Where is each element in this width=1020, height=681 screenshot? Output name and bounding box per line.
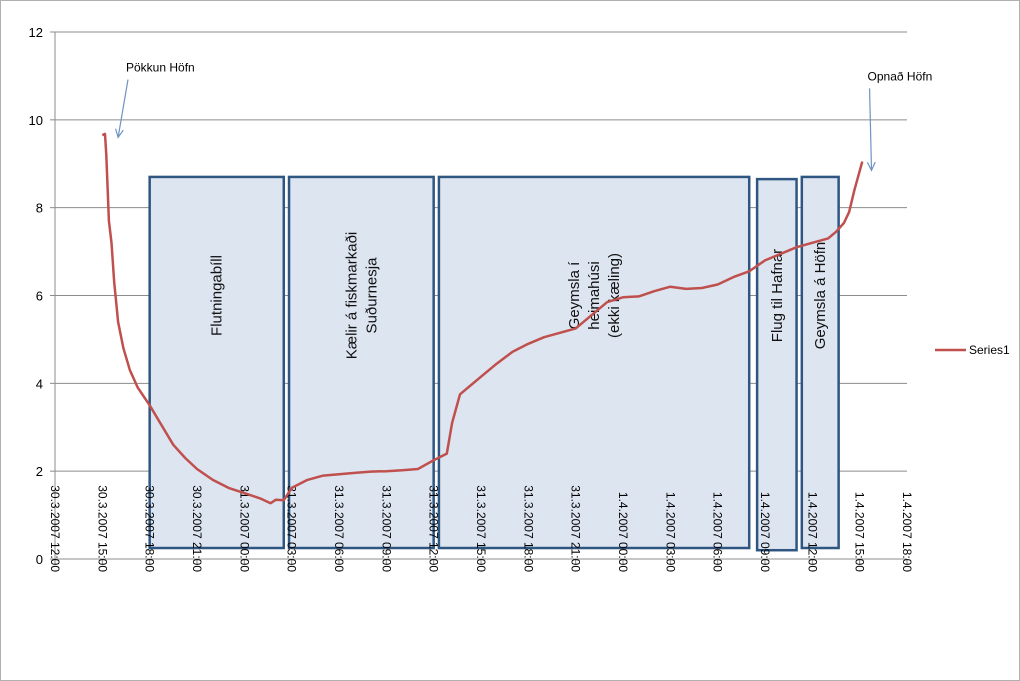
x-tick-label: 31.3.2007 09:00 [379, 485, 393, 572]
x-tick-label: 30.3.2007 18:00 [143, 485, 157, 572]
x-tick-label: 31.3.2007 21:00 [569, 485, 583, 572]
series-lines [101, 132, 864, 505]
series-line [101, 132, 864, 505]
x-tick-label: 30.3.2007 21:00 [190, 485, 204, 572]
x-tick-label: 31.3.2007 12:00 [427, 485, 441, 572]
annotation-text: Pökkun Höfn [126, 61, 195, 75]
region-label-group: Flutningabíll [209, 255, 226, 336]
region-label-group: Geymsla í heimahúsi (ekki kæling) [566, 253, 623, 338]
y-tick-label: 6 [36, 289, 43, 304]
x-tick-label: 31.3.2007 06:00 [332, 485, 346, 572]
region-box [755, 177, 798, 552]
region-label: heimahúsi [586, 261, 603, 329]
y-tick-label: 2 [36, 464, 43, 479]
region-label: Suðurnesja [363, 257, 380, 334]
region-label-group: Flug til Hafnar [769, 249, 786, 342]
x-tick-label: 1.4.2007 06:00 [711, 492, 725, 572]
x-tick-label: 1.4.2007 09:00 [758, 492, 772, 572]
region-label: Flutningabíll [209, 255, 226, 336]
x-tick-label: 30.3.2007 12:00 [48, 485, 62, 572]
y-tick-label: 10 [29, 113, 43, 128]
axes [50, 31, 908, 564]
annotation-arrowhead [866, 161, 876, 172]
region-label-group: Geymsla á Höfn [812, 242, 829, 350]
legend: Series1 [935, 343, 1010, 357]
region-label: Flug til Hafnar [769, 249, 786, 342]
y-tick-label: 12 [29, 25, 43, 40]
region-boxes: Flutningabíll Kælir á fiskmarkaði Suðurnes… [148, 175, 840, 552]
annotations: Pökkun Höfn Opnað Höfn [115, 61, 933, 172]
region-label: Kælir á fiskmarkaði [343, 232, 360, 360]
x-tick-label: 30.3.2007 15:00 [95, 485, 109, 572]
legend-label: Series1 [969, 343, 1010, 357]
x-tick-label: 1.4.2007 15:00 [853, 492, 867, 572]
x-tick-label: 1.4.2007 12:00 [805, 492, 819, 572]
region-label: Geymsla á Höfn [812, 242, 829, 350]
y-tick-label: 4 [36, 376, 43, 391]
annotation-arrow [117, 79, 129, 138]
x-tick-label: 1.4.2007 18:00 [900, 492, 914, 572]
region-label: (ekki kæling) [606, 253, 623, 338]
annotation-text: Opnað Höfn [868, 69, 933, 83]
y-axis-tick-labels: 0 2 4 6 8 10 12 [29, 25, 43, 567]
x-tick-label: 31.3.2007 15:00 [474, 485, 488, 572]
region-box [148, 175, 286, 550]
x-tick-label: 1.4.2007 03:00 [663, 492, 677, 572]
x-tick-label: 1.4.2007 00:00 [616, 492, 630, 572]
annotation-arrow [868, 88, 873, 171]
region-box [437, 175, 751, 550]
region-label-group: Kælir á fiskmarkaði Suðurnesja [343, 232, 380, 360]
x-tick-label: 31.3.2007 03:00 [285, 485, 299, 572]
x-tick-label: 31.3.2007 00:00 [237, 485, 251, 572]
y-tick-label: 0 [36, 552, 43, 567]
annotation-arrowhead [115, 128, 124, 139]
x-axis-tick-labels: 30.3.2007 12:00 30.3.2007 15:00 30.3.2007 … [48, 485, 914, 572]
region-label: Geymsla í [566, 261, 583, 329]
region-box [800, 175, 840, 550]
y-tick-label: 8 [36, 201, 43, 216]
region-box [287, 175, 435, 550]
x-tick-label: 31.3.2007 18:00 [521, 485, 535, 572]
